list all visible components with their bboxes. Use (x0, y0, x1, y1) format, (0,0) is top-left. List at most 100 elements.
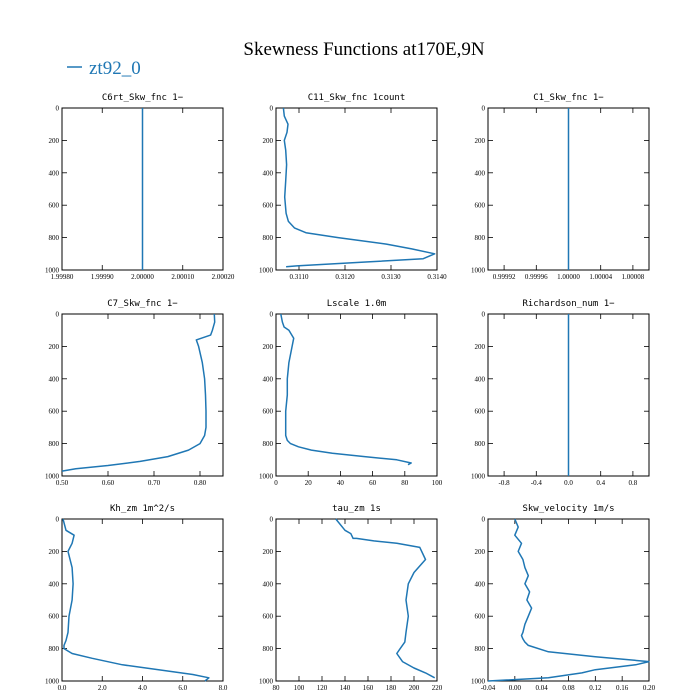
plot-frame (275, 107, 438, 271)
panel-title: Skw_velocity 1m/s (522, 504, 614, 514)
x-tick-label: -0.4 (531, 479, 543, 487)
y-tick-label: 800 (475, 645, 486, 653)
x-tick-label: 80 (273, 684, 281, 692)
y-tick-label: 800 (49, 645, 60, 653)
y-tick-label: 400 (49, 169, 60, 177)
y-tick-label: 400 (263, 375, 274, 383)
x-tick-label: 1.00000 (557, 273, 580, 281)
y-tick-label: 1000 (259, 267, 274, 275)
y-tick-label: 200 (263, 343, 274, 351)
x-tick-label: 0.4 (596, 479, 605, 487)
x-tick-label: -0.04 (481, 684, 496, 692)
y-tick-label: 1000 (259, 473, 274, 481)
panel-title: C7_Skw_fnc 1− (107, 299, 178, 309)
panel-title: C11_Skw_fnc 1count (308, 93, 406, 103)
panel-title: C1_Skw_fnc 1− (533, 93, 604, 103)
plot-frame (487, 518, 650, 682)
y-tick-label: 200 (49, 548, 60, 556)
x-tick-label: 0.60 (102, 479, 115, 487)
x-tick-label: 100 (294, 684, 305, 692)
y-tick-label: 400 (475, 375, 486, 383)
x-tick-label: 60 (369, 479, 377, 487)
x-tick-label: 20 (305, 479, 313, 487)
y-tick-label: 0 (270, 311, 274, 319)
y-tick-label: 600 (475, 408, 486, 416)
x-tick-label: 4.0 (138, 684, 147, 692)
y-tick-label: 200 (475, 548, 486, 556)
x-tick-label: 1.99990 (91, 273, 114, 281)
x-tick-label: 200 (409, 684, 420, 692)
y-tick-label: 1000 (259, 678, 274, 686)
x-tick-label: 0.3110 (290, 273, 309, 281)
y-tick-label: 200 (475, 343, 486, 351)
y-tick-label: 1000 (471, 267, 486, 275)
x-tick-label: 0.0 (564, 479, 573, 487)
y-tick-label: 600 (49, 408, 60, 416)
panel-7: tau_zm 1s 80 100 120 140 160 180 200 220 0 200 400 6… (259, 504, 443, 692)
y-tick-label: 400 (263, 580, 274, 588)
x-tick-label: 6.0 (178, 684, 187, 692)
y-tick-label: 800 (49, 440, 60, 448)
x-tick-label: 0.99996 (525, 273, 548, 281)
legend: zt92_0 (67, 58, 141, 79)
x-tick-label: 2.00020 (212, 273, 235, 281)
x-tick-label: 0 (274, 479, 278, 487)
x-tick-label: 0.70 (148, 479, 161, 487)
panel-8: Skw_velocity 1m/s -0.04 0.00 0.04 0.08 0.12 0.… (471, 504, 656, 692)
x-tick-label: 0.99992 (493, 273, 516, 281)
plot-frame (275, 518, 438, 682)
y-tick-label: 0 (482, 105, 486, 113)
x-tick-label: 0.08 (562, 684, 575, 692)
y-tick-label: 0 (270, 516, 274, 524)
x-tick-label: 160 (363, 684, 374, 692)
y-tick-label: 600 (263, 408, 274, 416)
y-tick-label: 400 (475, 580, 486, 588)
y-tick-label: 600 (263, 613, 274, 621)
y-tick-label: 0 (56, 311, 60, 319)
figure-title: Skewness Functions at170E,9N (243, 39, 484, 60)
y-tick-label: 1000 (45, 267, 60, 275)
x-tick-label: 0.04 (536, 684, 549, 692)
y-tick-label: 1000 (471, 678, 486, 686)
y-tick-label: 0 (482, 311, 486, 319)
panel-5: Richardson_num 1− -0.8 -0.4 0.0 0.4 0.8 0 200 40… (471, 299, 650, 487)
legend-label: zt92_0 (89, 58, 141, 79)
x-tick-label: 1.00004 (589, 273, 612, 281)
x-tick-label: 1.00008 (622, 273, 645, 281)
x-tick-label: 0.16 (616, 684, 629, 692)
y-tick-label: 200 (49, 343, 60, 351)
y-tick-label: 800 (475, 440, 486, 448)
x-tick-label: 1.99980 (51, 273, 74, 281)
x-tick-label: 0.12 (589, 684, 602, 692)
plot-frame (275, 313, 438, 477)
x-tick-label: 0.20 (643, 684, 656, 692)
y-tick-label: 200 (263, 137, 274, 145)
x-tick-label: 2.00000 (131, 273, 154, 281)
panel-3: C7_Skw_fnc 1− 0.50 0.60 0.70 0.80 0 200 400 600 8… (45, 299, 224, 487)
panel-grid: C6rt_Skw_fnc 1−1.99980 1.99990 2.00000 2.00… (45, 93, 656, 692)
x-tick-label: 180 (386, 684, 397, 692)
y-tick-label: 400 (49, 580, 60, 588)
series-line (487, 518, 650, 682)
y-tick-label: 1000 (45, 473, 60, 481)
y-tick-label: 200 (49, 137, 60, 145)
panel-title: tau_zm 1s (332, 504, 381, 514)
panel-2: C1_Skw_fnc 1− 0.99992 0.99996 1.00000 1.0000… (471, 93, 650, 281)
x-tick-label: 0.80 (194, 479, 207, 487)
x-tick-label: 100 (432, 479, 443, 487)
x-tick-label: 0.3130 (381, 273, 401, 281)
y-tick-label: 800 (263, 440, 274, 448)
y-tick-label: 600 (475, 202, 486, 210)
y-tick-label: 0 (482, 516, 486, 524)
y-tick-label: 600 (49, 202, 60, 210)
y-tick-label: 400 (49, 375, 60, 383)
series-line (335, 518, 436, 679)
x-tick-label: 40 (337, 479, 345, 487)
x-tick-label: 0.8 (629, 479, 638, 487)
y-tick-label: 400 (263, 169, 274, 177)
y-tick-label: 800 (475, 234, 486, 242)
series-line (61, 313, 216, 472)
y-tick-label: 1000 (471, 473, 486, 481)
